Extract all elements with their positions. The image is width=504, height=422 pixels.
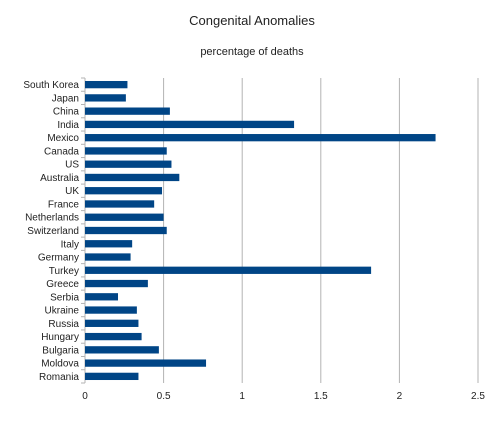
- bar: [85, 332, 142, 341]
- x-tick-label: 0: [82, 391, 88, 402]
- bar: [85, 187, 163, 195]
- bar: [85, 240, 133, 248]
- bar: [85, 253, 131, 261]
- category-label: Mexico: [47, 133, 79, 144]
- category-label: Serbia: [50, 292, 79, 303]
- bar: [85, 372, 139, 381]
- category-label: Turkey: [49, 266, 79, 277]
- category-label: Greece: [46, 279, 79, 290]
- category-label: Germany: [38, 253, 79, 264]
- category-label: Australia: [40, 173, 79, 184]
- bar: [85, 160, 172, 168]
- bar: [85, 120, 295, 129]
- chart-title: Congenital Anomalies: [189, 13, 315, 28]
- category-label: UK: [65, 186, 79, 197]
- x-tick-label: 1.5: [314, 391, 328, 402]
- tick-layer: 0 0.5 1 1.5 2 2.5: [82, 391, 485, 402]
- category-label: China: [53, 107, 80, 118]
- bar: [85, 80, 128, 89]
- category-label: Moldova: [41, 359, 79, 370]
- bar: [85, 200, 155, 208]
- x-tick-label: 0.5: [157, 391, 171, 402]
- category-label: South Korea: [23, 80, 79, 91]
- bar: [85, 226, 167, 235]
- bar: [85, 346, 159, 354]
- chart-subtitle: percentage of deaths: [200, 46, 304, 58]
- bar: [85, 319, 139, 327]
- bar: [85, 173, 180, 182]
- bar: [85, 279, 148, 288]
- category-label: India: [57, 120, 79, 131]
- bar-layer: [85, 80, 436, 381]
- category-label: Switzerland: [27, 226, 79, 237]
- category-label: Japan: [52, 93, 79, 104]
- category-label: Russia: [48, 319, 79, 330]
- bar: [85, 94, 126, 102]
- category-label: France: [48, 199, 80, 210]
- x-tick-label: 1: [239, 391, 245, 402]
- category-label: Italy: [61, 239, 79, 250]
- category-label: Ukraine: [45, 306, 80, 317]
- grid-layer: [81, 77, 479, 384]
- category-label: Romania: [39, 372, 79, 383]
- bar: [85, 359, 207, 367]
- bar: [85, 147, 167, 155]
- bar: [85, 266, 372, 274]
- category-label: Hungary: [41, 332, 79, 343]
- category-label: Bulgaria: [42, 345, 79, 356]
- bar: [85, 134, 436, 142]
- category-label: Netherlands: [25, 213, 79, 224]
- x-tick-label: 2: [397, 391, 403, 402]
- bar: [85, 213, 164, 221]
- x-tick-label: 2.5: [471, 391, 485, 402]
- bar: [85, 107, 170, 115]
- bar: [85, 306, 137, 314]
- category-label: Canada: [44, 146, 79, 157]
- bar: [85, 293, 119, 301]
- label-layer: South Korea Japan China India Mexico Canada US…: [23, 80, 79, 383]
- category-label: US: [65, 160, 79, 171]
